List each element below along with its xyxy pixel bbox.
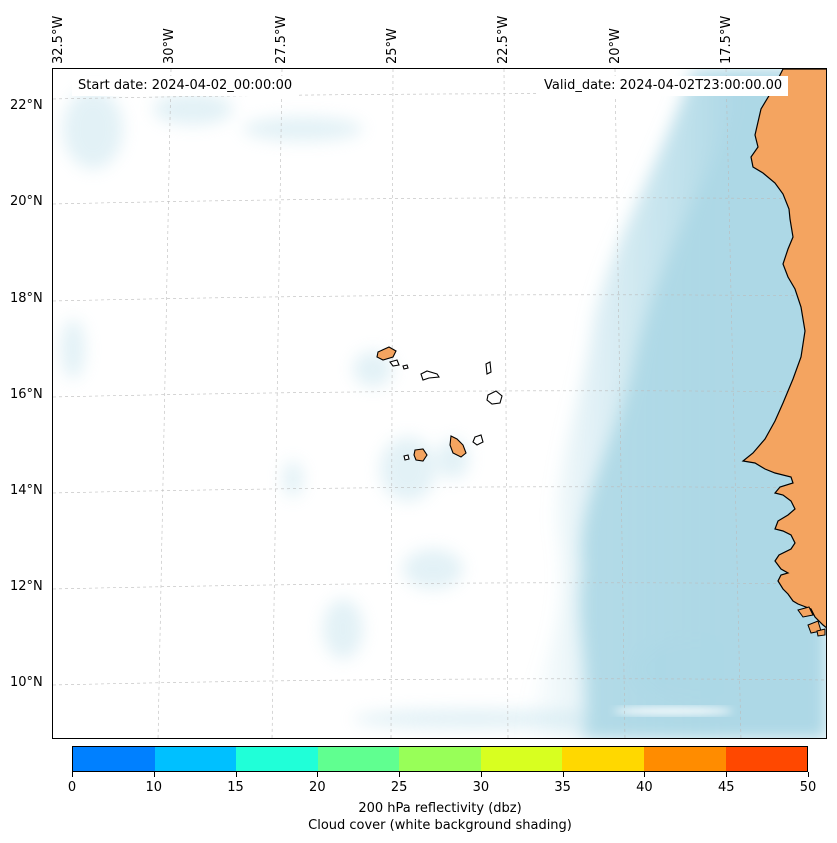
- colorbar-tick-mark: [644, 772, 646, 777]
- colorbar-tick-mark: [399, 772, 401, 777]
- colorbar-segment-2: [236, 747, 318, 771]
- colorbar-tick-mark: [562, 772, 564, 777]
- colorbar-tick-label: 30: [472, 780, 490, 795]
- colorbar-tick-mark: [480, 772, 482, 777]
- island-boa-vista: [486, 390, 503, 405]
- island-santo-antao: [376, 346, 397, 361]
- island-sao-vicente: [389, 359, 400, 367]
- map-panel[interactable]: [52, 68, 827, 739]
- colorbar-tick-label: 35: [554, 780, 571, 795]
- island-sao-nicolau: [420, 370, 440, 381]
- lon-label-27-5w: 27.5°W: [274, 15, 289, 64]
- colorbar-tick-label: 10: [145, 780, 163, 795]
- colorbar-tick-label: 40: [636, 780, 653, 795]
- colorbar-tick-mark: [153, 772, 155, 777]
- lat-label-22n: 22°N: [10, 98, 43, 113]
- lon-label-17-5w: 17.5°W: [719, 15, 734, 64]
- cloud-shading-band: [523, 69, 826, 738]
- colorbar-tick-label: 15: [227, 780, 244, 795]
- cloud-shading-wisps: [61, 89, 593, 729]
- cape-verde-islands: [376, 346, 503, 462]
- island-sal: [485, 361, 492, 375]
- colorbar-sublabel: Cloud cover (white background shading): [308, 818, 572, 833]
- map-canvas: [53, 69, 826, 738]
- colorbar-tick-mark: [726, 772, 728, 777]
- colorbar-tick-mark: [808, 772, 809, 777]
- lat-label-20n: 20°N: [10, 194, 43, 209]
- lon-label-25w: 25°W: [385, 28, 400, 64]
- lat-label-12n: 12°N: [10, 579, 43, 594]
- island-brava: [403, 454, 410, 461]
- colorbar-segment-0: [73, 747, 155, 771]
- lon-label-20w: 20°W: [608, 28, 623, 64]
- colorbar-tick-mark: [72, 772, 73, 777]
- colorbar-segment-8: [725, 747, 808, 771]
- colorbar-segment-5: [480, 747, 563, 771]
- island-santiago: [449, 435, 467, 458]
- graticule: [53, 69, 826, 738]
- island-santa-luzia: [402, 364, 409, 370]
- colorbar-segment-7: [643, 747, 726, 771]
- colorbar: [72, 746, 808, 772]
- colorbar-segment-3: [317, 747, 400, 771]
- colorbar-segment-6: [562, 747, 644, 771]
- colorbar-tick-label: 25: [390, 780, 408, 795]
- africa-landmass: [741, 69, 826, 629]
- colorbar-tick-mark: [317, 772, 319, 777]
- colorbar-tick-label: 45: [717, 780, 735, 795]
- lat-label-16n: 16°N: [10, 387, 43, 402]
- colorbar-label: 200 hPa reflectivity (dbz): [358, 801, 522, 816]
- colorbar-tick-label: 20: [309, 780, 326, 795]
- colorbar-segment-1: [154, 747, 237, 771]
- lat-label-18n: 18°N: [10, 291, 43, 306]
- colorbar-tick-mark: [235, 772, 237, 777]
- colorbar-tick-label: 0: [67, 780, 77, 795]
- valid-date-label: Valid_date: 2024-04-02T23:00:00.00: [538, 76, 789, 96]
- island-fogo: [413, 448, 428, 462]
- lon-label-32-5w: 32.5°W: [51, 15, 66, 64]
- colorbar-tick-label: 50: [799, 780, 817, 795]
- island-maio: [472, 434, 484, 446]
- lon-label-30w: 30°W: [162, 28, 177, 64]
- start-date-label: Start date: 2024-04-02_00:00:00: [72, 76, 299, 96]
- colorbar-segment-4: [399, 747, 481, 771]
- lat-label-10n: 10°N: [10, 675, 43, 690]
- cloud-shading-white-streak: [613, 707, 733, 715]
- lon-label-22-5w: 22.5°W: [496, 15, 511, 64]
- bissagos-islands: [797, 606, 826, 637]
- lat-label-14n: 14°N: [10, 483, 43, 498]
